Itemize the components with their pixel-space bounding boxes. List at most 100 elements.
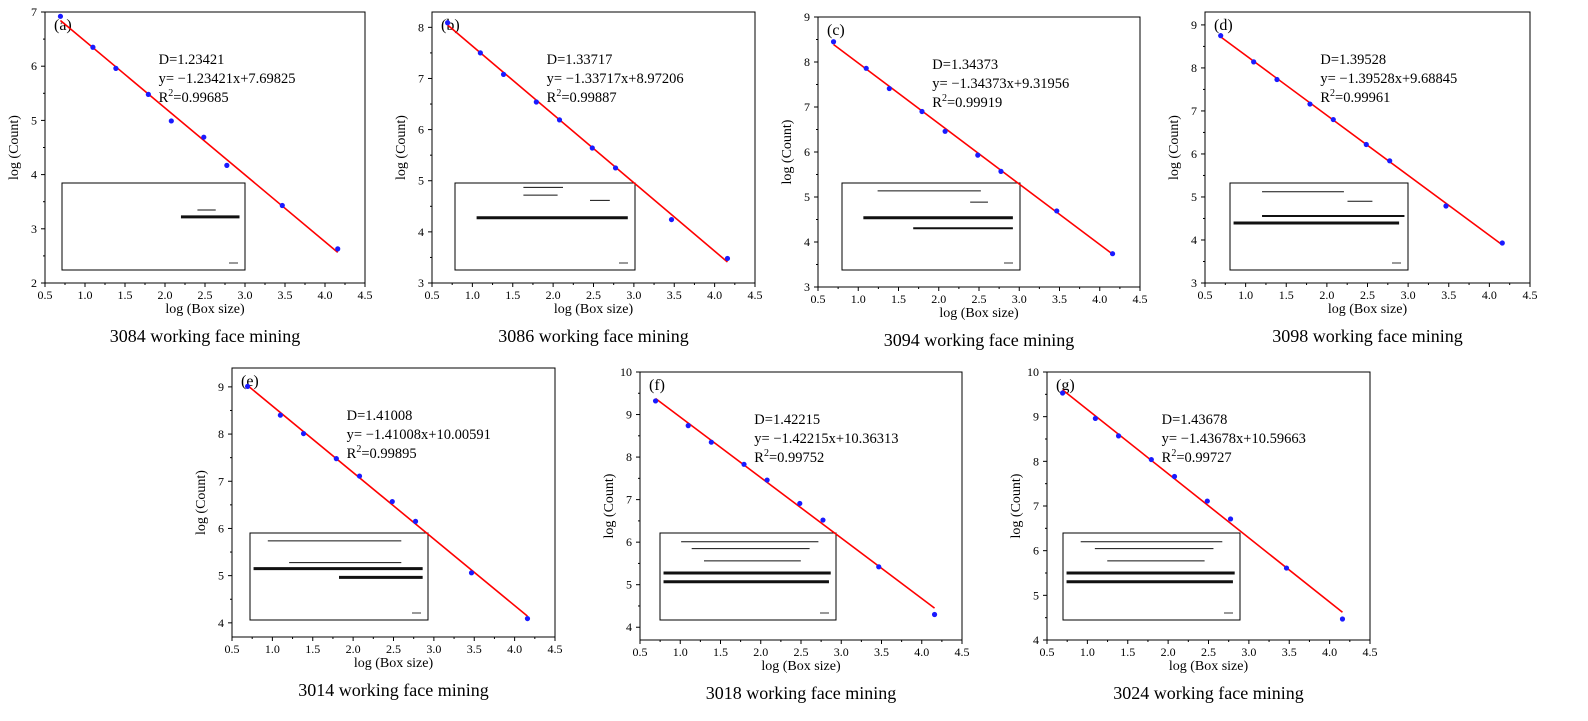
x-tick-label: 3.0 [1401,288,1416,302]
y-tick-label: 4 [804,235,810,249]
inset-image [841,182,1021,271]
data-point [820,517,826,523]
data-point [533,99,539,105]
x-tick-label: 4.5 [1523,288,1538,302]
chart-panel-d: 0.5 1.0 1.5 2.0 2.5 3.0 3.5 4.0 4.5 3 4 5 6 7 8 9 log (B… [1167,11,1538,346]
x-tick-label: 2.0 [931,292,946,306]
data-point [724,255,731,262]
data-point [145,91,151,97]
r-squared-superscript: 2 [942,93,947,104]
r-squared-label: R2=0.99685 [159,88,229,106]
r-squared-label: R2=0.99727 [1162,448,1232,466]
r-squared-superscript: 2 [1171,448,1176,459]
x-tick-label: 2.0 [158,288,173,302]
data-point [1499,240,1505,246]
x-tick-label: 2.0 [1161,645,1176,659]
y-axis-label: log (Count) [7,115,22,180]
inset-frame [659,532,837,621]
y-tick-label: 6 [1033,544,1039,558]
panel-caption: 3018 working face mining [706,683,896,703]
x-tick-label: 2.0 [753,645,768,659]
y-tick-label: 5 [1033,588,1039,602]
x-tick-label: 0.5 [225,642,240,656]
inset-image [1229,182,1409,271]
fit-line [1062,389,1343,613]
x-tick-label: 4.0 [1482,288,1497,302]
x-tick-label: 2.5 [198,288,213,302]
panel-caption: 3084 working face mining [110,326,300,346]
data-point [224,162,230,168]
r-squared-prefix: R [932,95,942,111]
x-tick-label: 3.0 [1241,645,1256,659]
panel-label: (a) [54,17,72,34]
y-tick-label: 8 [804,55,810,69]
r-squared-label: R2=0.99919 [932,93,1002,111]
x-tick-label: 3.0 [626,288,641,302]
chart-panel-e: 0.5 1.0 1.5 2.0 2.5 3.0 3.5 4.0 4.5 4 5 6 7 8 9 log (Bo… [194,367,563,700]
x-tick-label: 2.0 [546,288,561,302]
r-squared-value: =0.99961 [1335,90,1390,106]
x-tick-label: 2.0 [346,642,361,656]
x-tick-label: 2.5 [1201,645,1216,659]
data-point [1339,616,1346,622]
y-tick-label: 7 [804,100,810,114]
x-tick-label: 3.5 [467,642,482,656]
data-point [1274,76,1280,83]
y-axis-label: log (Count) [194,470,209,535]
data-point [1054,208,1060,214]
x-tick-label: 4.5 [358,288,373,302]
r-squared-superscript: 2 [1330,88,1335,99]
data-point [1204,498,1210,504]
r-squared-superscript: 2 [556,88,561,99]
x-axis-label: log (Box size) [1328,302,1408,317]
inset-image [454,182,636,271]
data-point [524,615,531,622]
y-tick-label: 4 [218,616,224,630]
y-tick-label: 3 [804,280,810,294]
data-point [1251,59,1257,65]
fit-equation-label: y= −1.34373x+9.31956 [932,76,1069,92]
x-tick-label: 4.5 [955,645,970,659]
y-tick-label: 7 [218,474,224,488]
x-tick-label: 4.0 [1322,645,1337,659]
data-point [444,20,451,26]
y-axis-label: log (Count) [780,119,795,184]
y-tick-label: 4 [1191,233,1197,247]
data-point [90,44,96,50]
x-tick-label: 3.0 [834,645,849,659]
r-squared-superscript: 2 [764,448,769,459]
data-point [1171,473,1178,480]
x-tick-label: 3.5 [1282,645,1297,659]
data-point [1307,101,1313,107]
panel-label: (d) [1214,17,1233,34]
data-point [57,13,64,19]
data-point [998,168,1004,174]
data-point [113,65,119,71]
fractal-dimension-label: D=1.42215 [754,412,820,428]
r-squared-value: =0.99727 [1176,450,1231,466]
y-tick-label: 3 [31,222,37,236]
x-tick-label: 1.0 [1238,288,1253,302]
fit-line [833,43,1114,255]
x-tick-label: 3.5 [1441,288,1456,302]
inset-frame [1062,532,1241,621]
inset-image [659,532,837,621]
x-tick-label: 2.0 [1319,288,1334,302]
data-point [589,145,595,151]
fit-line [447,24,728,263]
data-point [1227,516,1234,522]
x-tick-label: 2.5 [972,292,987,306]
y-tick-label: 7 [31,5,37,19]
y-tick-label: 9 [804,10,810,24]
x-tick-label: 1.5 [1279,288,1294,302]
panel-label: (f) [649,377,665,394]
y-tick-label: 9 [1191,18,1197,32]
y-tick-label: 8 [418,20,424,34]
y-tick-label: 4 [31,168,37,182]
r-squared-prefix: R [754,450,764,466]
x-tick-label: 1.0 [673,645,688,659]
x-tick-label: 1.0 [1080,645,1095,659]
y-tick-label: 4 [626,620,632,634]
chart-panel-g: 0.5 1.0 1.5 2.0 2.5 3.0 3.5 4.0 4.5 4 5 6 7 8 9 10 log (… [1009,365,1378,703]
y-tick-label: 6 [218,521,224,535]
